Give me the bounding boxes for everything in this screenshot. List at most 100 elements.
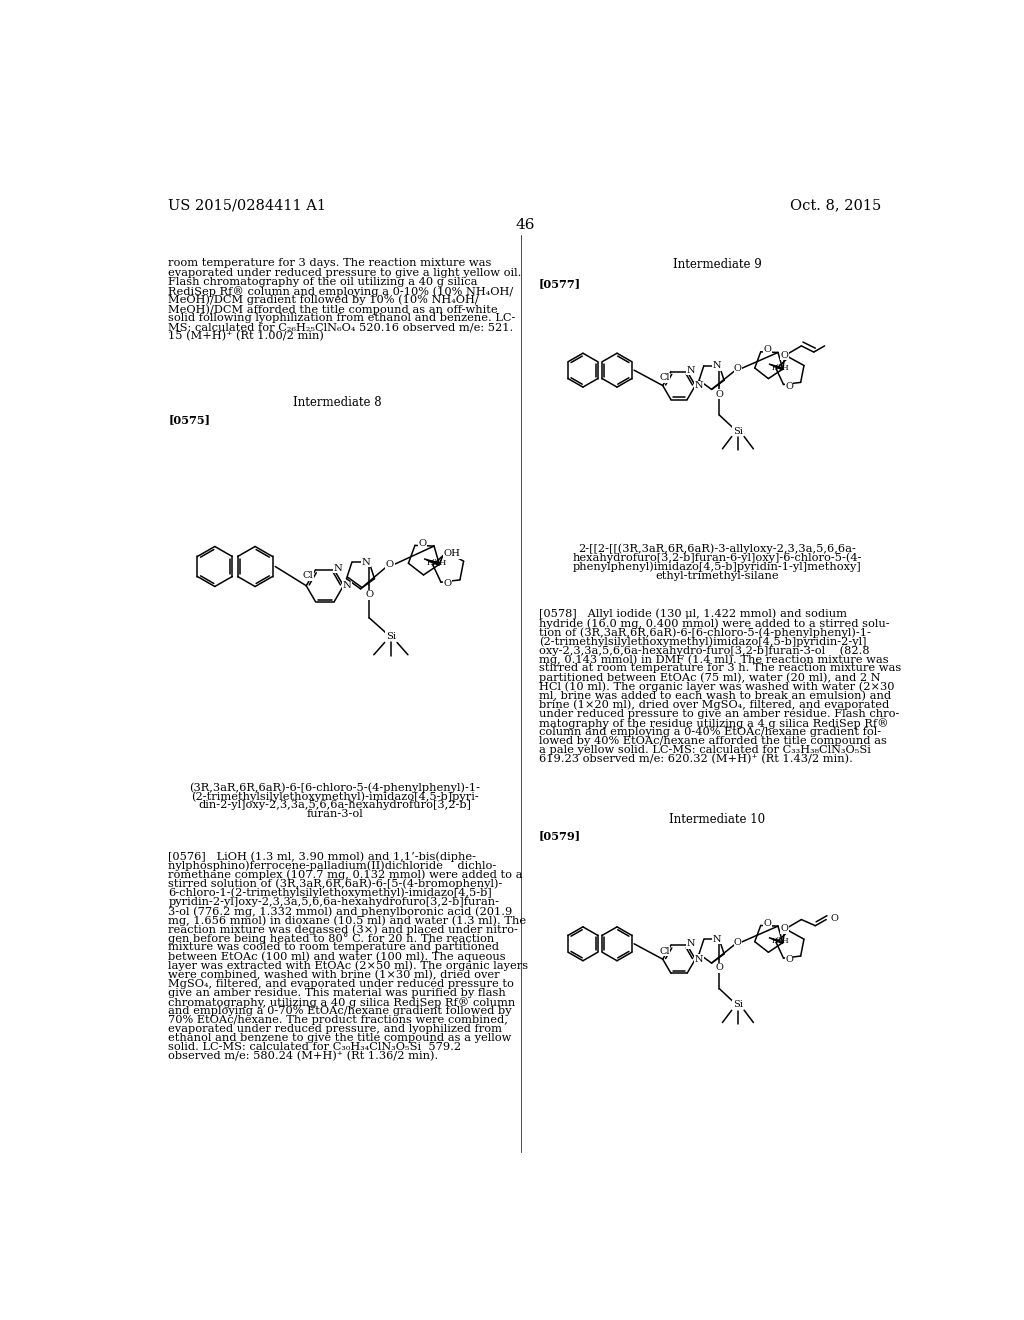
Text: between EtOAc (100 ml) and water (100 ml). The aqueous: between EtOAc (100 ml) and water (100 ml… xyxy=(168,952,506,962)
Text: din-2-yl]oxy-2,3,3a,5,6,6a-hexahydrofuro[3,2-b]: din-2-yl]oxy-2,3,3a,5,6,6a-hexahydrofuro… xyxy=(199,800,471,810)
Text: ethanol and benzene to give the title compound as a yellow: ethanol and benzene to give the title co… xyxy=(168,1034,512,1043)
Text: O: O xyxy=(764,919,771,928)
Text: H: H xyxy=(781,364,788,372)
Polygon shape xyxy=(424,558,439,565)
Text: Flash chromatography of the oil utilizing a 40 g silica: Flash chromatography of the oil utilizin… xyxy=(168,277,478,286)
Text: phenylphenyl)imidazo[4,5-b]pyridin-1-yl]methoxy]: phenylphenyl)imidazo[4,5-b]pyridin-1-yl]… xyxy=(572,561,861,572)
Text: chromatography, utilizing a 40 g silica RediSep Rf® column: chromatography, utilizing a 40 g silica … xyxy=(168,997,515,1007)
Text: solid following lyophilization from ethanol and benzene. LC-: solid following lyophilization from etha… xyxy=(168,313,516,323)
Text: US 2015/0284411 A1: US 2015/0284411 A1 xyxy=(168,198,327,213)
Text: N: N xyxy=(713,935,721,944)
Text: H: H xyxy=(781,937,788,945)
Text: Cl: Cl xyxy=(659,946,670,956)
Text: Cl: Cl xyxy=(302,572,313,581)
Text: ml, brine was added to each wash to break an emulsion) and: ml, brine was added to each wash to brea… xyxy=(539,690,891,701)
Polygon shape xyxy=(769,364,783,370)
Text: Hᴵᴵᴵ: Hᴵᴵᴵ xyxy=(771,364,782,372)
Text: a pale yellow solid. LC-MS: calculated for C₃₃H₃₈ClN₃O₅Si: a pale yellow solid. LC-MS: calculated f… xyxy=(539,746,870,755)
Text: Intermediate 10: Intermediate 10 xyxy=(669,813,765,826)
Text: N: N xyxy=(695,381,703,389)
Text: layer was extracted with EtOAc (2×50 ml). The organic layers: layer was extracted with EtOAc (2×50 ml)… xyxy=(168,961,528,972)
Text: (3R,3aR,6R,6aR)-6-[6-chloro-5-(4-phenylphenyl)-1-: (3R,3aR,6R,6aR)-6-[6-chloro-5-(4-phenylp… xyxy=(189,781,480,793)
Text: 15 (M+H)⁺ (Rt 1.00/2 min): 15 (M+H)⁺ (Rt 1.00/2 min) xyxy=(168,331,325,342)
Text: MeOH)/DCM gradient followed by 10% (10% NH₄OH/: MeOH)/DCM gradient followed by 10% (10% … xyxy=(168,294,479,305)
Text: 70% EtOAc/hexane. The product fractions were combined,: 70% EtOAc/hexane. The product fractions … xyxy=(168,1015,508,1026)
Text: oxy-2,3,3a,5,6,6a-hexahydro-furo[3,2-b]furan-3-ol    (82.8: oxy-2,3,3a,5,6,6a-hexahydro-furo[3,2-b]f… xyxy=(539,645,869,656)
Text: O: O xyxy=(716,964,723,973)
Text: observed m/e: 580.24 (M+H)⁺ (Rt 1.36/2 min).: observed m/e: 580.24 (M+H)⁺ (Rt 1.36/2 m… xyxy=(168,1052,438,1061)
Text: O: O xyxy=(386,561,394,569)
Text: O: O xyxy=(734,937,741,946)
Text: Cl: Cl xyxy=(659,374,670,383)
Polygon shape xyxy=(769,937,783,944)
Text: (2-trimethylsilylethoxymethyl)imidazo[4,5-b]pyridin-2-yl]: (2-trimethylsilylethoxymethyl)imidazo[4,… xyxy=(539,636,866,647)
Text: [0576]   LiOH (1.3 ml, 3.90 mmol) and 1,1’-bis(diphe-: [0576] LiOH (1.3 ml, 3.90 mmol) and 1,1’… xyxy=(168,851,476,862)
Text: O: O xyxy=(366,590,373,599)
Text: evaporated under reduced pressure, and lyophilized from: evaporated under reduced pressure, and l… xyxy=(168,1024,503,1034)
Text: lowed by 40% EtOAc/hexane afforded the title compound as: lowed by 40% EtOAc/hexane afforded the t… xyxy=(539,737,887,746)
Text: O: O xyxy=(785,381,793,391)
Text: solid. LC-MS: calculated for C₃₀H₃₄ClN₃O₅Si  579.2: solid. LC-MS: calculated for C₃₀H₃₄ClN₃O… xyxy=(168,1043,462,1052)
Text: O: O xyxy=(443,579,452,587)
Text: O: O xyxy=(419,539,427,548)
Text: Si: Si xyxy=(386,632,396,640)
Text: 6-chloro-1-(2-trimethylsilylethoxymethyl)-imidazo[4,5-b]: 6-chloro-1-(2-trimethylsilylethoxymethyl… xyxy=(168,888,493,899)
Text: give an amber residue. This material was purified by flash: give an amber residue. This material was… xyxy=(168,987,506,998)
Text: matography of the residue utilizing a 4 g silica RediSep Rf®: matography of the residue utilizing a 4 … xyxy=(539,718,889,729)
Text: MeOH)/DCM afforded the title compound as an off-white: MeOH)/DCM afforded the title compound as… xyxy=(168,304,498,314)
Text: reaction mixture was degassed (3×) and placed under nitro-: reaction mixture was degassed (3×) and p… xyxy=(168,924,518,935)
Text: Intermediate 8: Intermediate 8 xyxy=(293,396,382,409)
Text: O: O xyxy=(780,351,788,359)
Text: Hᴵᴵᴵ: Hᴵᴵᴵ xyxy=(771,937,782,945)
Text: RediSep Rf® column and employing a 0-10% (10% NH₄OH/: RediSep Rf® column and employing a 0-10%… xyxy=(168,285,514,297)
Text: N: N xyxy=(343,581,351,590)
Text: mixture was cooled to room temperature and partitioned: mixture was cooled to room temperature a… xyxy=(168,942,500,952)
Text: brine (1×20 ml), dried over MgSO₄, filtered, and evaporated: brine (1×20 ml), dried over MgSO₄, filte… xyxy=(539,700,889,710)
Text: O: O xyxy=(830,913,839,923)
Text: [0578]   Allyl iodide (130 μl, 1.422 mmol) and sodium: [0578] Allyl iodide (130 μl, 1.422 mmol)… xyxy=(539,609,847,619)
Text: 3-ol (776.2 mg, 1.332 mmol) and phenylboronic acid (201.9: 3-ol (776.2 mg, 1.332 mmol) and phenylbo… xyxy=(168,906,513,916)
Text: N: N xyxy=(713,362,721,370)
Text: partitioned between EtOAc (75 ml), water (20 ml), and 2 N: partitioned between EtOAc (75 ml), water… xyxy=(539,672,881,682)
Text: under reduced pressure to give an amber residue. Flash chro-: under reduced pressure to give an amber … xyxy=(539,709,899,719)
Text: column and employing a 0-40% EtOAc/hexane gradient fol-: column and employing a 0-40% EtOAc/hexan… xyxy=(539,727,881,737)
Text: (2-trimethylsilylethoxymethyl)-imidazo[4,5-b]pyri-: (2-trimethylsilylethoxymethyl)-imidazo[4… xyxy=(191,791,479,801)
Text: hydride (16.0 mg, 0.400 mmol) were added to a stirred solu-: hydride (16.0 mg, 0.400 mmol) were added… xyxy=(539,618,890,628)
Text: N: N xyxy=(695,954,703,964)
Text: OH: OH xyxy=(443,549,460,558)
Text: N: N xyxy=(687,366,695,375)
Text: [0579]: [0579] xyxy=(539,830,581,841)
Text: 46: 46 xyxy=(515,218,535,232)
Text: room temperature for 3 days. The reaction mixture was: room temperature for 3 days. The reactio… xyxy=(168,259,492,268)
Text: MS: calculated for C₂₆H₂₅ClN₆O₄ 520.16 observed m/e: 521.: MS: calculated for C₂₆H₂₅ClN₆O₄ 520.16 o… xyxy=(168,322,514,333)
Text: Si: Si xyxy=(733,1001,742,1010)
Text: 2-[[2-[[(3R,3aR,6R,6aR)-3-allyloxy-2,3,3a,5,6,6a-: 2-[[2-[[(3R,3aR,6R,6aR)-3-allyloxy-2,3,3… xyxy=(579,544,856,554)
Text: O: O xyxy=(780,924,788,933)
Text: mg, 1.656 mmol) in dioxane (10.5 ml) and water (1.3 ml). The: mg, 1.656 mmol) in dioxane (10.5 ml) and… xyxy=(168,915,526,925)
Text: were combined, washed with brine (1×30 ml), dried over: were combined, washed with brine (1×30 m… xyxy=(168,970,500,979)
Text: mg, 0.143 mmol) in DMF (1.4 ml). The reaction mixture was: mg, 0.143 mmol) in DMF (1.4 ml). The rea… xyxy=(539,655,889,665)
Text: nylphosphino)ferrocene-palladium(II)dichloride    dichlo-: nylphosphino)ferrocene-palladium(II)dich… xyxy=(168,861,497,871)
Text: pyridin-2-yl]oxy-2,3,3a,5,6,6a-hexahydrofuro[3,2-b]furan-: pyridin-2-yl]oxy-2,3,3a,5,6,6a-hexahydro… xyxy=(168,896,500,907)
Text: N: N xyxy=(334,564,342,573)
Text: Intermediate 9: Intermediate 9 xyxy=(673,259,762,272)
Text: hexahydrofuro[3,2-b]furan-6-yl]oxy]-6-chloro-5-(4-: hexahydrofuro[3,2-b]furan-6-yl]oxy]-6-ch… xyxy=(572,553,862,564)
Text: and employing a 0-70% EtOAc/hexane gradient followed by: and employing a 0-70% EtOAc/hexane gradi… xyxy=(168,1006,512,1016)
Text: MgSO₄, filtered, and evaporated under reduced pressure to: MgSO₄, filtered, and evaporated under re… xyxy=(168,978,514,989)
Text: stirred solution of (3R,3aR,6R,6aR)-6-[5-(4-bromophenyl)-: stirred solution of (3R,3aR,6R,6aR)-6-[5… xyxy=(168,879,503,890)
Text: Oct. 8, 2015: Oct. 8, 2015 xyxy=(791,198,882,213)
Text: O: O xyxy=(785,956,793,965)
Text: stirred at room temperature for 3 h. The reaction mixture was: stirred at room temperature for 3 h. The… xyxy=(539,664,901,673)
Text: [0577]: [0577] xyxy=(539,277,581,289)
Text: evaporated under reduced pressure to give a light yellow oil.: evaporated under reduced pressure to giv… xyxy=(168,268,521,277)
Text: O: O xyxy=(716,389,723,399)
Text: O: O xyxy=(734,364,741,374)
Text: gen before being heated to 80° C. for 20 h. The reaction: gen before being heated to 80° C. for 20… xyxy=(168,933,495,944)
Text: romethane complex (107.7 mg, 0.132 mmol) were added to a: romethane complex (107.7 mg, 0.132 mmol)… xyxy=(168,870,523,880)
Text: O: O xyxy=(764,345,771,354)
Text: N: N xyxy=(687,939,695,948)
Text: N: N xyxy=(361,558,371,566)
Text: H: H xyxy=(438,560,445,568)
Text: 619.23 observed m/e: 620.32 (M+H)⁺ (Rt 1.43/2 min).: 619.23 observed m/e: 620.32 (M+H)⁺ (Rt 1… xyxy=(539,754,853,764)
Text: HCl (10 ml). The organic layer was washed with water (2×30: HCl (10 ml). The organic layer was washe… xyxy=(539,681,894,692)
